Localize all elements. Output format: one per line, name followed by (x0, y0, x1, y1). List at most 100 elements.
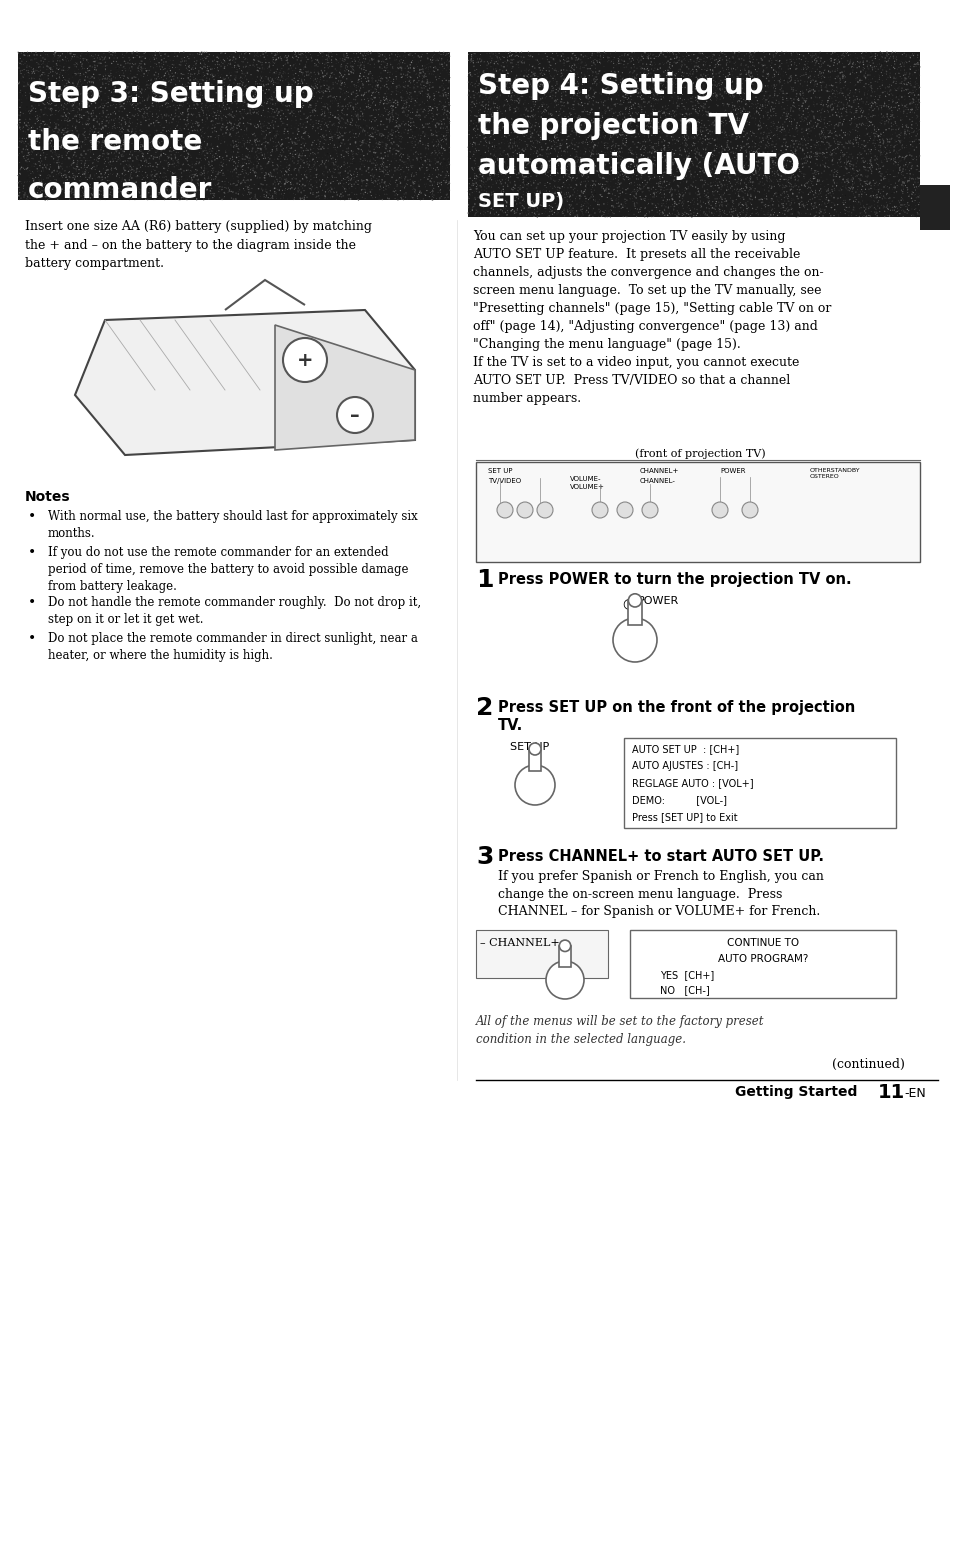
Point (708, 136, 723, 162)
Point (478, 105, 494, 130)
Point (386, 179, 401, 204)
Point (699, 171, 714, 196)
Point (848, 114, 863, 140)
Point (235, 55, 251, 80)
Point (711, 141, 726, 166)
Point (209, 49, 224, 74)
Point (478, 154, 494, 179)
Point (862, 41, 878, 66)
Point (574, 146, 589, 171)
Point (730, 182, 745, 207)
Point (862, 176, 878, 201)
Point (792, 63, 807, 88)
Point (70, 110, 85, 135)
Point (877, 172, 892, 198)
Point (836, 66, 851, 91)
Point (591, 147, 606, 172)
Point (870, 177, 885, 202)
Point (399, 80, 415, 105)
Point (303, 157, 318, 182)
Point (666, 141, 681, 166)
Point (328, 147, 343, 172)
Point (839, 77, 854, 102)
Point (227, 55, 242, 80)
Point (440, 82, 456, 107)
Point (36, 143, 51, 168)
Point (436, 97, 452, 122)
Point (69, 157, 84, 182)
Point (745, 78, 760, 103)
Point (587, 89, 602, 114)
Point (159, 89, 174, 114)
Point (848, 133, 863, 158)
Point (576, 64, 591, 89)
Point (253, 77, 268, 102)
Point (526, 141, 541, 166)
Point (307, 97, 322, 122)
Point (197, 146, 213, 171)
Point (577, 44, 592, 69)
Point (365, 63, 380, 88)
Point (278, 144, 294, 169)
Point (206, 183, 221, 209)
Point (563, 55, 578, 80)
Point (532, 58, 547, 83)
Point (265, 129, 280, 154)
Point (512, 176, 527, 201)
Point (27, 94, 42, 119)
Point (574, 99, 589, 124)
Point (571, 121, 586, 146)
Point (909, 50, 924, 75)
Point (345, 60, 360, 85)
Point (355, 138, 370, 163)
Point (749, 88, 764, 113)
Point (96, 67, 112, 93)
Point (400, 118, 416, 143)
Point (762, 99, 778, 124)
Point (78, 141, 93, 166)
Point (585, 110, 600, 135)
Point (378, 182, 394, 207)
Point (749, 71, 764, 96)
Point (772, 147, 787, 172)
Point (670, 179, 685, 204)
Point (614, 60, 629, 85)
Point (613, 103, 628, 129)
Point (664, 147, 679, 172)
Point (778, 185, 793, 210)
Point (144, 129, 159, 154)
Point (849, 119, 864, 144)
Point (112, 122, 127, 147)
Point (838, 96, 853, 121)
Point (238, 56, 253, 82)
Point (149, 75, 164, 100)
Point (411, 102, 426, 127)
Point (699, 196, 714, 221)
Point (70, 94, 85, 119)
Point (781, 41, 796, 66)
Point (829, 42, 844, 67)
Point (262, 146, 277, 171)
Point (654, 193, 669, 218)
Point (333, 121, 348, 146)
Point (75, 162, 91, 187)
Point (93, 162, 109, 187)
Point (594, 130, 609, 155)
Point (680, 158, 696, 183)
Point (853, 141, 868, 166)
Point (661, 201, 677, 226)
Point (653, 86, 668, 111)
Point (191, 113, 206, 138)
Point (231, 119, 246, 144)
Point (135, 144, 151, 169)
Point (738, 61, 753, 86)
Point (680, 110, 696, 135)
Point (532, 55, 547, 80)
Point (535, 44, 550, 69)
Point (428, 64, 443, 89)
Point (16, 143, 31, 168)
Point (26, 168, 41, 193)
Point (365, 163, 380, 188)
Point (790, 141, 805, 166)
Point (91, 177, 107, 202)
